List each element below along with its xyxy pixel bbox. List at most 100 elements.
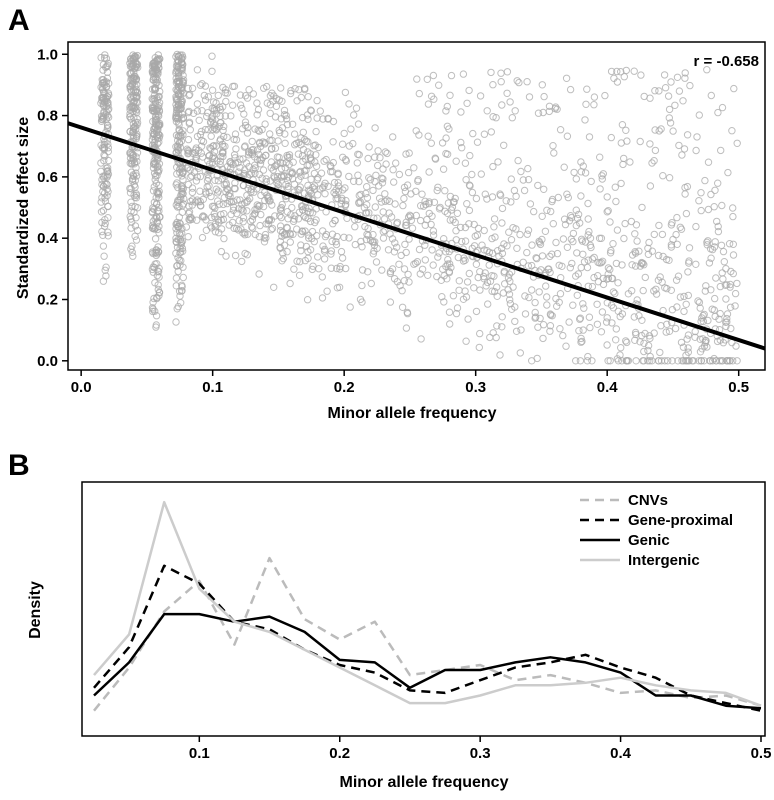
scatter-point bbox=[101, 194, 109, 202]
scatter-point bbox=[435, 81, 443, 89]
scatter-point bbox=[641, 273, 649, 282]
scatter-point bbox=[584, 199, 592, 208]
scatter-point bbox=[710, 203, 718, 211]
scatter-point bbox=[276, 205, 285, 213]
scatter-point bbox=[193, 107, 202, 115]
scatter-point bbox=[621, 219, 629, 228]
scatter-point bbox=[101, 216, 109, 224]
scatter-point bbox=[236, 163, 244, 172]
scatter-point bbox=[268, 224, 277, 233]
scatter-point bbox=[369, 250, 377, 258]
scatter-point bbox=[446, 320, 454, 328]
scatter-point bbox=[692, 146, 700, 155]
scatter-point bbox=[488, 234, 496, 243]
scatter-point bbox=[418, 265, 427, 273]
scatter-point bbox=[327, 250, 335, 258]
scatter-point bbox=[476, 92, 485, 100]
scatter-point bbox=[436, 203, 444, 212]
scatter-point bbox=[539, 334, 547, 343]
scatter-point bbox=[188, 172, 196, 180]
scatter-point bbox=[347, 125, 355, 133]
scatter-point bbox=[684, 331, 693, 339]
scatter-point bbox=[196, 201, 205, 210]
scatter-point bbox=[256, 221, 264, 230]
scatter-point bbox=[240, 143, 249, 151]
scatter-point bbox=[403, 308, 411, 317]
scatter-point bbox=[470, 220, 478, 229]
scatter-point bbox=[546, 268, 554, 277]
scatter-point bbox=[406, 211, 414, 220]
scatter-point bbox=[640, 339, 648, 347]
scatter-point bbox=[574, 270, 583, 278]
scatter-point bbox=[238, 200, 246, 209]
scatter-point bbox=[510, 186, 519, 195]
scatter-point bbox=[548, 312, 556, 320]
scatter-point bbox=[172, 234, 180, 243]
scatter-point bbox=[97, 208, 106, 216]
scatter-point bbox=[604, 270, 612, 278]
scatter-point bbox=[733, 139, 741, 148]
scatter-point bbox=[679, 343, 688, 351]
x-tick-label: 0.1 bbox=[189, 745, 210, 762]
scatter-point bbox=[458, 237, 466, 246]
scatter-point bbox=[277, 173, 286, 181]
scatter-point bbox=[434, 253, 442, 261]
scatter-point bbox=[234, 226, 243, 234]
scatter-point bbox=[646, 334, 654, 343]
scatter-point bbox=[511, 303, 519, 311]
scatter-point bbox=[267, 145, 276, 153]
scatter-point bbox=[104, 202, 112, 211]
scatter-point bbox=[669, 127, 677, 135]
scatter-point bbox=[442, 107, 450, 115]
scatter-point bbox=[204, 109, 212, 117]
scatter-point bbox=[391, 239, 399, 247]
scatter-point bbox=[211, 176, 219, 185]
scatter-point bbox=[603, 314, 611, 322]
scatter-point bbox=[380, 215, 389, 223]
scatter-point bbox=[507, 236, 516, 244]
scatter-point bbox=[390, 248, 399, 256]
scatter-point bbox=[128, 248, 136, 257]
scatter-point bbox=[496, 351, 504, 359]
scatter-point bbox=[683, 131, 692, 139]
scatter-point bbox=[260, 84, 268, 92]
scatter-point bbox=[369, 186, 377, 195]
scatter-point bbox=[408, 224, 417, 232]
scatter-point bbox=[175, 256, 184, 264]
scatter-point bbox=[682, 300, 690, 308]
scatter-point bbox=[363, 201, 371, 209]
scatter-point bbox=[664, 357, 672, 365]
scatter-point bbox=[667, 286, 675, 294]
scatter-point bbox=[444, 199, 453, 207]
scatter-point bbox=[99, 277, 108, 285]
scatter-point bbox=[500, 267, 509, 276]
scatter-point bbox=[489, 329, 497, 337]
scatter-point bbox=[291, 85, 299, 93]
scatter-point bbox=[188, 201, 197, 209]
x-tick-label: 0.4 bbox=[610, 745, 632, 762]
scatter-point bbox=[354, 120, 363, 128]
scatter-point bbox=[596, 153, 604, 161]
scatter-point bbox=[402, 218, 410, 226]
x-tick-label: 0.5 bbox=[728, 379, 749, 396]
scatter-point bbox=[494, 158, 502, 166]
scatter-point bbox=[562, 74, 571, 83]
scatter-point bbox=[560, 215, 569, 223]
scatter-point bbox=[415, 245, 424, 254]
scatter-point bbox=[174, 223, 182, 231]
scatter-point bbox=[200, 91, 209, 100]
scatter-point bbox=[697, 206, 705, 215]
scatter-point bbox=[480, 246, 488, 254]
scatter-point bbox=[332, 238, 340, 246]
scatter-point bbox=[248, 223, 256, 231]
scatter-point bbox=[269, 166, 277, 174]
scatter-point bbox=[129, 252, 137, 260]
scatter-point bbox=[227, 112, 235, 120]
scatter-point bbox=[424, 100, 433, 108]
scatter-point bbox=[271, 113, 280, 121]
scatter-point bbox=[466, 151, 474, 160]
scatter-point bbox=[490, 272, 498, 280]
scatter-point bbox=[172, 282, 181, 290]
scatter-point bbox=[423, 75, 431, 84]
scatter-point bbox=[528, 241, 536, 249]
